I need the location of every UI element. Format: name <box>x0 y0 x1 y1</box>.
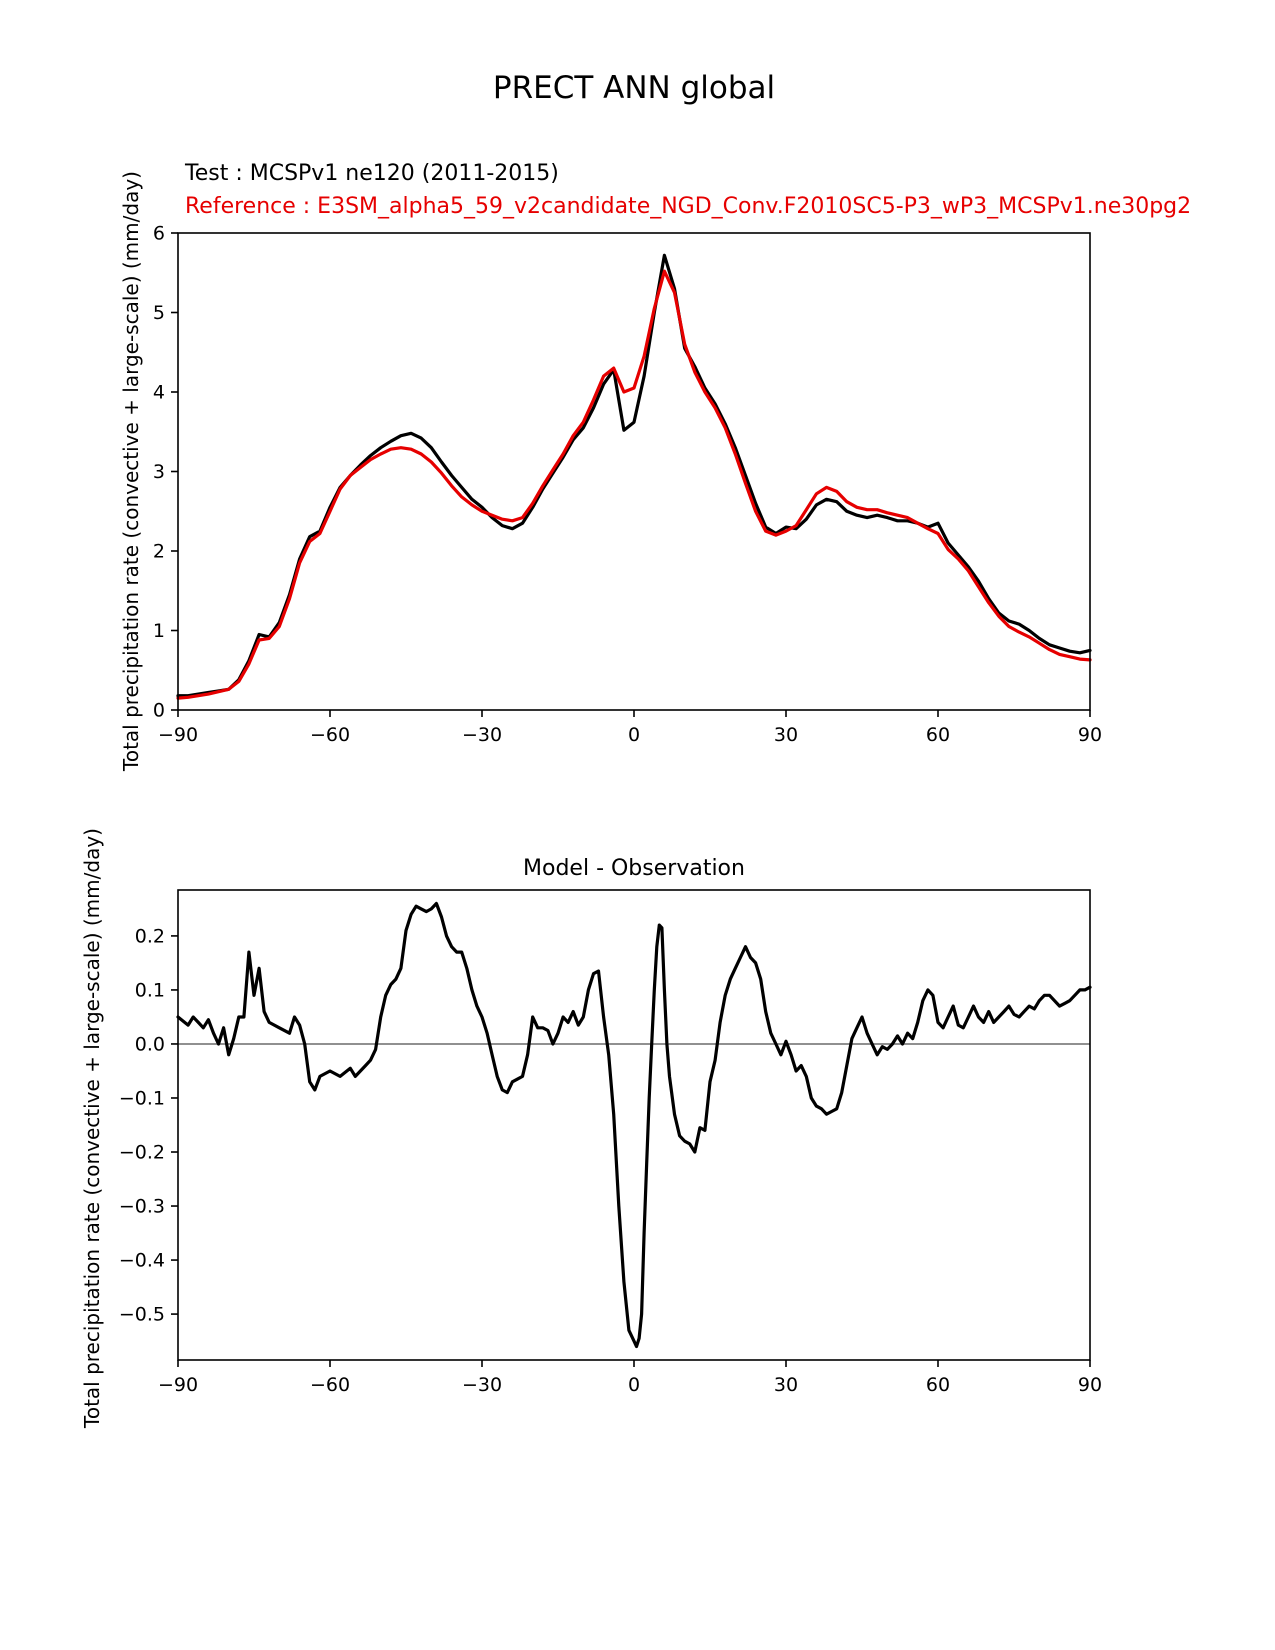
y-tick-label: 4 <box>153 382 165 404</box>
y-tick-label: 0 <box>153 700 165 722</box>
x-tick-label: −30 <box>462 1374 502 1396</box>
x-tick-label: −60 <box>310 1374 350 1396</box>
y-tick-label: 6 <box>153 223 165 245</box>
x-tick-label: 60 <box>926 724 950 746</box>
bottom-y-axis-label: Total precipitation rate (convective + l… <box>80 828 104 1428</box>
x-tick-label: 0 <box>628 1374 640 1396</box>
y-tick-label: 0.0 <box>135 1033 165 1055</box>
x-tick-label: 0 <box>628 724 640 746</box>
y-tick-label: −0.1 <box>119 1087 165 1109</box>
y-tick-label: 0.1 <box>135 979 165 1001</box>
x-tick-label: −90 <box>158 724 198 746</box>
legend-reference-label: Reference : E3SM_alpha5_59_v2candidate_N… <box>185 194 1192 219</box>
x-tick-label: −60 <box>310 724 350 746</box>
y-tick-label: 1 <box>153 620 165 642</box>
difference-line <box>176 901 1092 1349</box>
bottom-chart-plot: −90 −60 −30 0 30 60 90 0.2 0.1 0.0 −0.1 −0.2 −0.3 −0.… <box>119 889 1102 1396</box>
y-tick-label: 5 <box>153 302 165 324</box>
reference-line <box>176 269 1092 700</box>
legend-test-label: Test : MCSPv1 ne120 (2011-2015) <box>185 161 559 186</box>
y-tick-label: 3 <box>153 461 165 483</box>
plot-frame <box>177 889 1091 1361</box>
x-tick-label: 90 <box>1078 1374 1102 1396</box>
x-tick-label: 90 <box>1078 724 1102 746</box>
bottom-chart-title: Model - Observation <box>523 856 745 881</box>
y-tick-label: −0.4 <box>119 1250 165 1272</box>
plot-frame <box>177 232 1091 711</box>
x-tick-label: 30 <box>774 724 798 746</box>
y-tick-label: 2 <box>153 541 165 563</box>
top-y-axis-label: Total precipitation rate (convective + l… <box>119 171 143 771</box>
main-title: PRECT ANN global <box>492 70 776 106</box>
x-tick-label: 30 <box>774 1374 798 1396</box>
legend: Test : MCSPv1 ne120 (2011-2015) Referenc… <box>185 157 1191 223</box>
test-line <box>176 253 1092 698</box>
y-tick-label: −0.5 <box>119 1304 165 1326</box>
y-tick-label: −0.3 <box>119 1196 165 1218</box>
x-tick-label: −30 <box>462 724 502 746</box>
y-tick-label: 0.2 <box>135 925 165 947</box>
x-tick-label: −90 <box>158 1374 198 1396</box>
y-tick-label: −0.2 <box>119 1142 165 1164</box>
top-chart-plot: −90 −60 −30 0 30 60 90 0 1 2 3 4 5 6 <box>153 223 1102 747</box>
x-tick-label: 60 <box>926 1374 950 1396</box>
